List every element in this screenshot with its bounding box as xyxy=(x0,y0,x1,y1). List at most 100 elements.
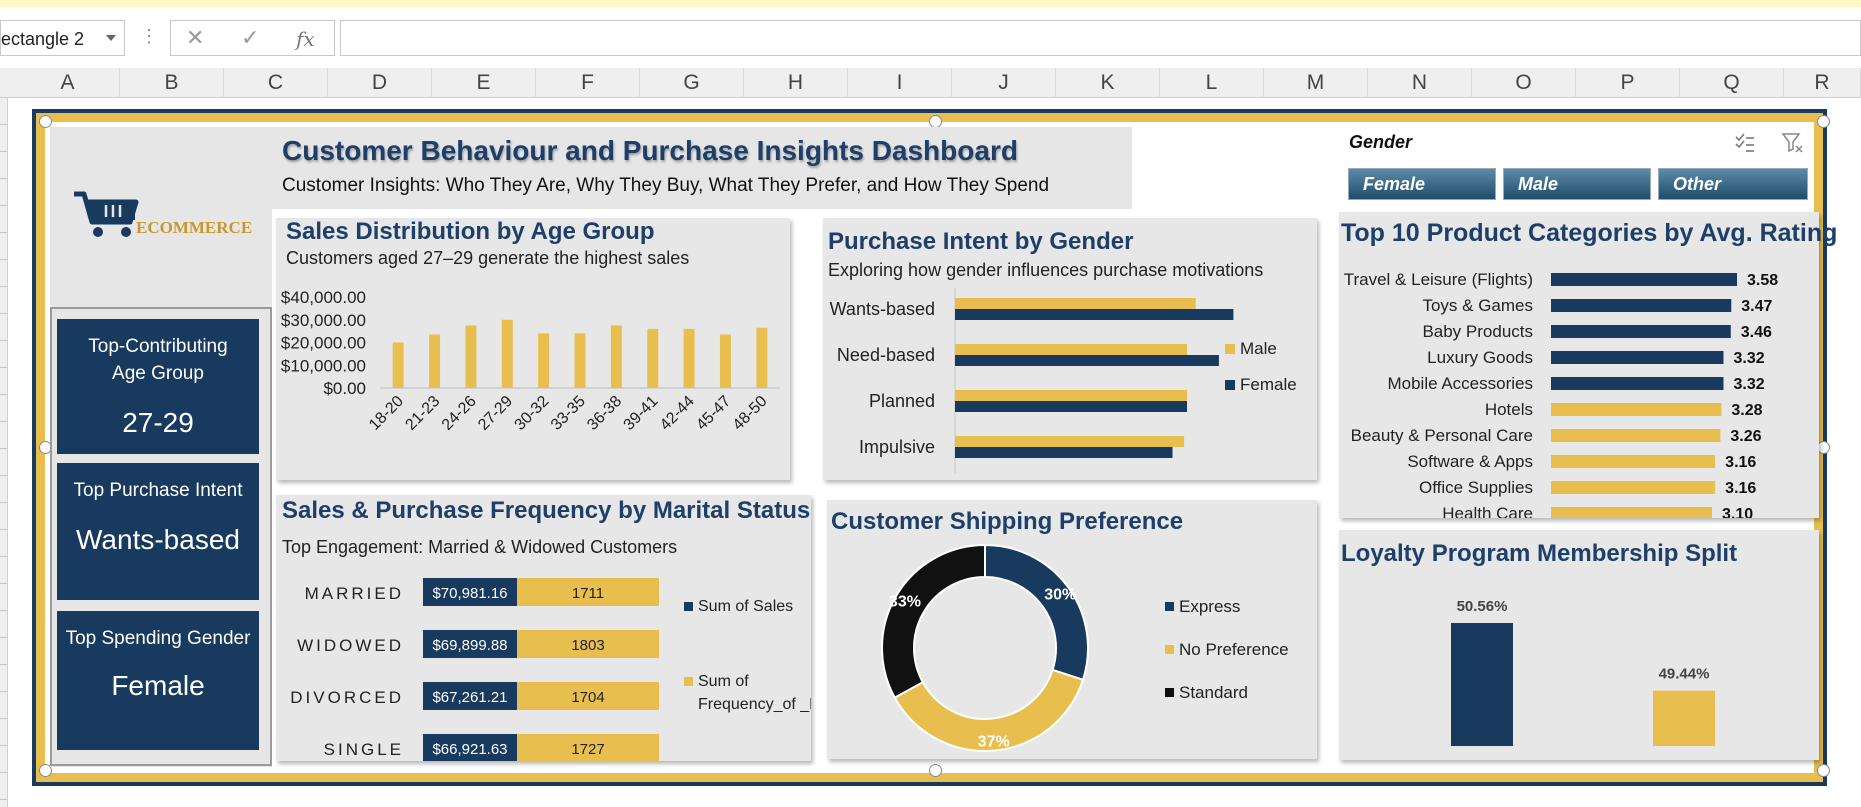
rating-label: 3.47 xyxy=(1741,298,1772,315)
rating-label: 3.46 xyxy=(1741,324,1772,341)
category-label: Toys & Games xyxy=(1422,296,1533,315)
name-box-value: ectangle 2 xyxy=(1,29,85,49)
rating-bar xyxy=(1551,455,1716,468)
category-label: Luxury Goods xyxy=(1427,348,1533,367)
rating-bar xyxy=(1551,351,1724,364)
card-subtitle: Top Engagement: Married & Widowed Custom… xyxy=(282,537,678,557)
sales-label: $66,921.63 xyxy=(432,741,507,758)
column-header-j[interactable]: J xyxy=(952,68,1056,98)
column-header-p[interactable]: P xyxy=(1576,68,1680,98)
row-divider xyxy=(0,259,8,260)
cancel-icon[interactable]: ✕ xyxy=(186,25,205,50)
slice-no-preference xyxy=(893,668,1085,752)
x-tick-label: 36-38 xyxy=(584,393,625,434)
rating-bar xyxy=(1551,325,1731,338)
bar-female xyxy=(955,309,1234,320)
shipping-preference-card: Customer Shipping Preference 30% 37% 33% Ex… xyxy=(827,500,1317,759)
row-divider xyxy=(0,556,8,557)
bar-male xyxy=(955,298,1196,309)
sales-bar xyxy=(423,682,517,710)
legend-swatch xyxy=(684,602,693,611)
logo-text: ECOMMERCE xyxy=(136,218,253,237)
category-label: SINGLE xyxy=(324,740,404,759)
product-categories-chart: Travel & Leisure (Flights) 3.58 Toys & Gam… xyxy=(1344,270,1778,518)
clear-filter-icon[interactable] xyxy=(1781,131,1805,155)
kpi-value: Wants-based xyxy=(76,524,240,555)
rating-bar xyxy=(1551,429,1721,442)
name-box[interactable]: ectangle 2 xyxy=(0,20,125,56)
category-label: Beauty & Personal Care xyxy=(1351,426,1533,445)
row-divider xyxy=(0,475,8,476)
sales-bar xyxy=(423,734,517,761)
loyalty-value-label: 49.44% xyxy=(1659,666,1710,683)
column-header-o[interactable]: O xyxy=(1472,68,1576,98)
frequency-bar xyxy=(517,734,659,761)
frequency-bar xyxy=(517,578,659,606)
resize-handle[interactable] xyxy=(39,115,52,128)
legend-swatch xyxy=(1225,380,1235,390)
column-header-n[interactable]: N xyxy=(1368,68,1472,98)
legend-swatch xyxy=(684,677,693,686)
slicer-item-female[interactable]: Female xyxy=(1348,168,1496,200)
column-header-l[interactable]: L xyxy=(1160,68,1264,98)
x-tick-label: 30-32 xyxy=(512,393,553,434)
column-header-f[interactable]: F xyxy=(536,68,640,98)
bar-18-20 xyxy=(392,342,404,388)
bar-39-41 xyxy=(647,328,659,388)
resize-handle[interactable] xyxy=(1817,115,1830,128)
bar-45-47 xyxy=(719,334,731,388)
bar-female xyxy=(955,447,1173,458)
bar-24-26 xyxy=(465,325,477,388)
shopping-cart-icon xyxy=(74,191,139,237)
slicer-item-male[interactable]: Male xyxy=(1503,168,1651,200)
row-divider xyxy=(0,718,8,719)
rating-label: 3.26 xyxy=(1730,428,1761,445)
marital-status-card: Sales & Purchase Frequency by Marital St… xyxy=(276,495,811,761)
formula-bar[interactable] xyxy=(340,20,1861,56)
sales-label: $69,899.88 xyxy=(432,637,507,654)
column-header-b[interactable]: B xyxy=(120,68,224,98)
column-header-q[interactable]: Q xyxy=(1680,68,1784,98)
column-header-k[interactable]: K xyxy=(1056,68,1160,98)
shipping-preference-chart: 30% 37% 33% Express No Preference Standard xyxy=(881,543,1289,752)
column-header-m[interactable]: M xyxy=(1264,68,1368,98)
card-title: Sales Distribution by Age Group xyxy=(286,218,655,245)
category-label: Baby Products xyxy=(1422,322,1533,341)
kpi-frame xyxy=(50,307,272,766)
column-header-c[interactable]: C xyxy=(224,68,328,98)
resize-handle[interactable] xyxy=(39,764,52,777)
row-divider xyxy=(0,124,8,125)
column-header-i[interactable]: I xyxy=(848,68,952,98)
row-divider xyxy=(0,610,8,611)
row-divider xyxy=(0,583,8,584)
column-header-h[interactable]: H xyxy=(744,68,848,98)
insert-function-icon[interactable]: fx xyxy=(296,27,315,51)
row-divider xyxy=(0,664,8,665)
bar-female xyxy=(955,355,1219,366)
column-header-g[interactable]: G xyxy=(640,68,744,98)
title-strip xyxy=(0,0,1861,7)
resize-handle[interactable] xyxy=(1817,764,1830,777)
x-tick-label: 33-35 xyxy=(548,393,589,434)
card-title: Loyalty Program Membership Split xyxy=(1341,540,1738,567)
column-header-a[interactable]: A xyxy=(16,68,120,98)
sales-label: $67,261.21 xyxy=(432,689,507,706)
chevron-down-icon[interactable] xyxy=(106,35,116,41)
slicer-item-other[interactable]: Other xyxy=(1658,168,1808,200)
column-header-e[interactable]: E xyxy=(432,68,536,98)
resize-handle[interactable] xyxy=(929,764,942,777)
check-icon[interactable]: ✓ xyxy=(241,25,260,50)
legend-label-line: Sum of xyxy=(698,673,749,690)
purchase-intent-chart: Wants-based Need-based Planned Impulsive Mal… xyxy=(830,288,1297,473)
legend-swatch xyxy=(1165,602,1174,611)
multi-select-icon[interactable] xyxy=(1734,132,1756,154)
kpi-age-group: Top-Contributing Age Group 27-29 xyxy=(57,319,259,454)
row-divider xyxy=(0,205,8,206)
row-divider xyxy=(0,313,8,314)
column-header-r[interactable]: R xyxy=(1784,68,1861,98)
bar-21-23 xyxy=(429,334,441,388)
kpi-purchase-intent: Top Purchase Intent Wants-based xyxy=(57,463,259,600)
kpi-label: Top Spending Gender xyxy=(65,628,251,649)
column-header-d[interactable]: D xyxy=(328,68,432,98)
row-divider xyxy=(0,691,8,692)
